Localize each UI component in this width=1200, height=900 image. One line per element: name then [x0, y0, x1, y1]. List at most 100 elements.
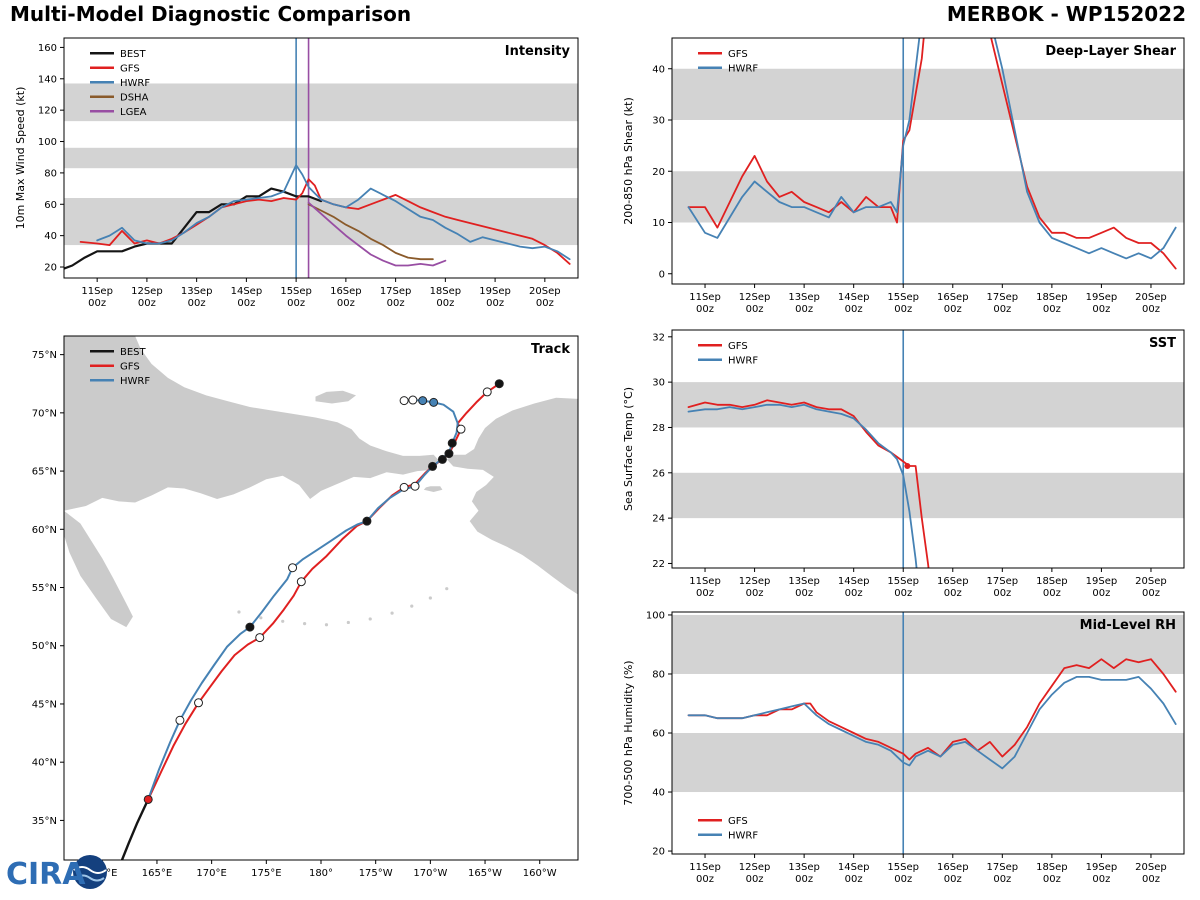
svg-text:00z: 00z	[1142, 304, 1160, 315]
svg-text:14Sep: 14Sep	[838, 576, 870, 587]
svg-text:32: 32	[652, 332, 665, 343]
svg-text:50°N: 50°N	[32, 641, 57, 652]
svg-text:00z: 00z	[944, 588, 962, 599]
svg-text:45°N: 45°N	[32, 699, 57, 710]
svg-text:CIRA: CIRA	[6, 857, 86, 892]
shear-chart: 01020304011Sep00z12Sep00z13Sep00z14Sep00…	[622, 37, 1185, 315]
svg-text:17Sep: 17Sep	[987, 862, 1019, 873]
svg-text:20Sep: 20Sep	[529, 286, 561, 297]
svg-text:70°N: 70°N	[32, 408, 57, 419]
svg-text:19Sep: 19Sep	[1086, 862, 1118, 873]
svg-text:HWRF: HWRF	[728, 830, 758, 841]
svg-text:00z: 00z	[1092, 588, 1110, 599]
svg-text:13Sep: 13Sep	[788, 292, 820, 303]
svg-text:HWRF: HWRF	[728, 63, 758, 74]
svg-text:00z: 00z	[536, 298, 554, 309]
svg-text:120: 120	[38, 106, 57, 117]
svg-text:20Sep: 20Sep	[1135, 576, 1167, 587]
svg-text:00z: 00z	[1092, 874, 1110, 885]
svg-text:17Sep: 17Sep	[987, 292, 1019, 303]
svg-text:0: 0	[659, 269, 665, 280]
svg-text:00z: 00z	[795, 304, 813, 315]
svg-text:165°W: 165°W	[468, 868, 502, 879]
track-map: 35°N 40°N 45°N 50°N 55°N 60°N 65°N 70°N 75°N 160°…	[32, 335, 579, 879]
svg-text:00z: 00z	[845, 874, 863, 885]
svg-text:12Sep: 12Sep	[739, 292, 771, 303]
svg-text:19Sep: 19Sep	[479, 286, 511, 297]
svg-text:12Sep: 12Sep	[131, 286, 163, 297]
svg-text:40: 40	[652, 788, 665, 799]
svg-text:00z: 00z	[993, 588, 1011, 599]
svg-text:00z: 00z	[188, 298, 206, 309]
svg-text:13Sep: 13Sep	[788, 576, 820, 587]
svg-text:175°E: 175°E	[251, 868, 281, 879]
svg-text:GFS: GFS	[120, 361, 140, 372]
svg-text:175°W: 175°W	[359, 868, 393, 879]
svg-text:00z: 00z	[845, 588, 863, 599]
svg-text:12Sep: 12Sep	[739, 576, 771, 587]
page-title: Multi-Model Diagnostic Comparison	[10, 2, 412, 26]
svg-text:17Sep: 17Sep	[987, 576, 1019, 587]
svg-text:200-850 hPa Shear (kt): 200-850 hPa Shear (kt)	[622, 97, 635, 225]
svg-text:00z: 00z	[138, 298, 156, 309]
svg-text:00z: 00z	[1092, 304, 1110, 315]
svg-text:HWRF: HWRF	[120, 78, 150, 89]
svg-text:17Sep: 17Sep	[380, 286, 412, 297]
svg-text:00z: 00z	[486, 298, 504, 309]
svg-text:20Sep: 20Sep	[1135, 862, 1167, 873]
svg-text:GFS: GFS	[120, 63, 140, 74]
svg-text:16Sep: 16Sep	[937, 292, 969, 303]
svg-text:00z: 00z	[845, 304, 863, 315]
svg-text:20: 20	[652, 847, 665, 858]
svg-text:160°W: 160°W	[523, 868, 557, 879]
svg-text:65°N: 65°N	[32, 467, 57, 478]
svg-text:Deep-Layer Shear: Deep-Layer Shear	[1045, 44, 1176, 59]
svg-text:20: 20	[44, 263, 57, 274]
intensity-chart: 2040608010012014016011Sep00z12Sep00z13Se…	[14, 37, 579, 309]
svg-text:00z: 00z	[337, 298, 355, 309]
svg-text:BEST: BEST	[120, 347, 147, 358]
svg-text:00z: 00z	[1043, 874, 1061, 885]
svg-text:00z: 00z	[944, 874, 962, 885]
svg-text:100: 100	[38, 137, 57, 148]
svg-text:00z: 00z	[1142, 874, 1160, 885]
svg-text:11Sep: 11Sep	[81, 286, 113, 297]
cira-logo: CIRA	[4, 850, 124, 898]
svg-text:165°E: 165°E	[142, 868, 172, 879]
svg-text:170°W: 170°W	[413, 868, 447, 879]
svg-text:00z: 00z	[387, 298, 405, 309]
svg-text:00z: 00z	[696, 874, 714, 885]
svg-text:19Sep: 19Sep	[1086, 576, 1118, 587]
svg-text:700-500 hPa Humidity (%): 700-500 hPa Humidity (%)	[622, 660, 635, 805]
svg-text:13Sep: 13Sep	[181, 286, 213, 297]
svg-text:20Sep: 20Sep	[1135, 292, 1167, 303]
svg-text:00z: 00z	[894, 588, 912, 599]
svg-text:19Sep: 19Sep	[1086, 292, 1118, 303]
svg-text:SST: SST	[1149, 336, 1176, 351]
svg-text:00z: 00z	[696, 588, 714, 599]
svg-text:13Sep: 13Sep	[788, 862, 820, 873]
svg-text:15Sep: 15Sep	[887, 292, 919, 303]
svg-text:00z: 00z	[696, 304, 714, 315]
svg-text:HWRF: HWRF	[120, 376, 150, 387]
svg-text:GFS: GFS	[728, 816, 748, 827]
svg-text:00z: 00z	[237, 298, 255, 309]
svg-text:00z: 00z	[795, 874, 813, 885]
rh-chart: 2040608010011Sep00z12Sep00z13Sep00z14Sep…	[622, 610, 1185, 885]
svg-text:00z: 00z	[944, 304, 962, 315]
svg-text:00z: 00z	[1043, 588, 1061, 599]
svg-text:15Sep: 15Sep	[887, 862, 919, 873]
svg-text:20: 20	[652, 167, 665, 178]
svg-text:18Sep: 18Sep	[1036, 292, 1068, 303]
svg-text:00z: 00z	[795, 588, 813, 599]
svg-text:00z: 00z	[436, 298, 454, 309]
svg-text:12Sep: 12Sep	[739, 862, 771, 873]
svg-text:00z: 00z	[746, 588, 764, 599]
svg-text:Sea Surface Temp (°C): Sea Surface Temp (°C)	[622, 387, 635, 511]
svg-text:00z: 00z	[1142, 588, 1160, 599]
svg-text:30: 30	[652, 378, 665, 389]
svg-text:28: 28	[652, 423, 665, 434]
svg-text:11Sep: 11Sep	[689, 576, 721, 587]
svg-text:00z: 00z	[1043, 304, 1061, 315]
